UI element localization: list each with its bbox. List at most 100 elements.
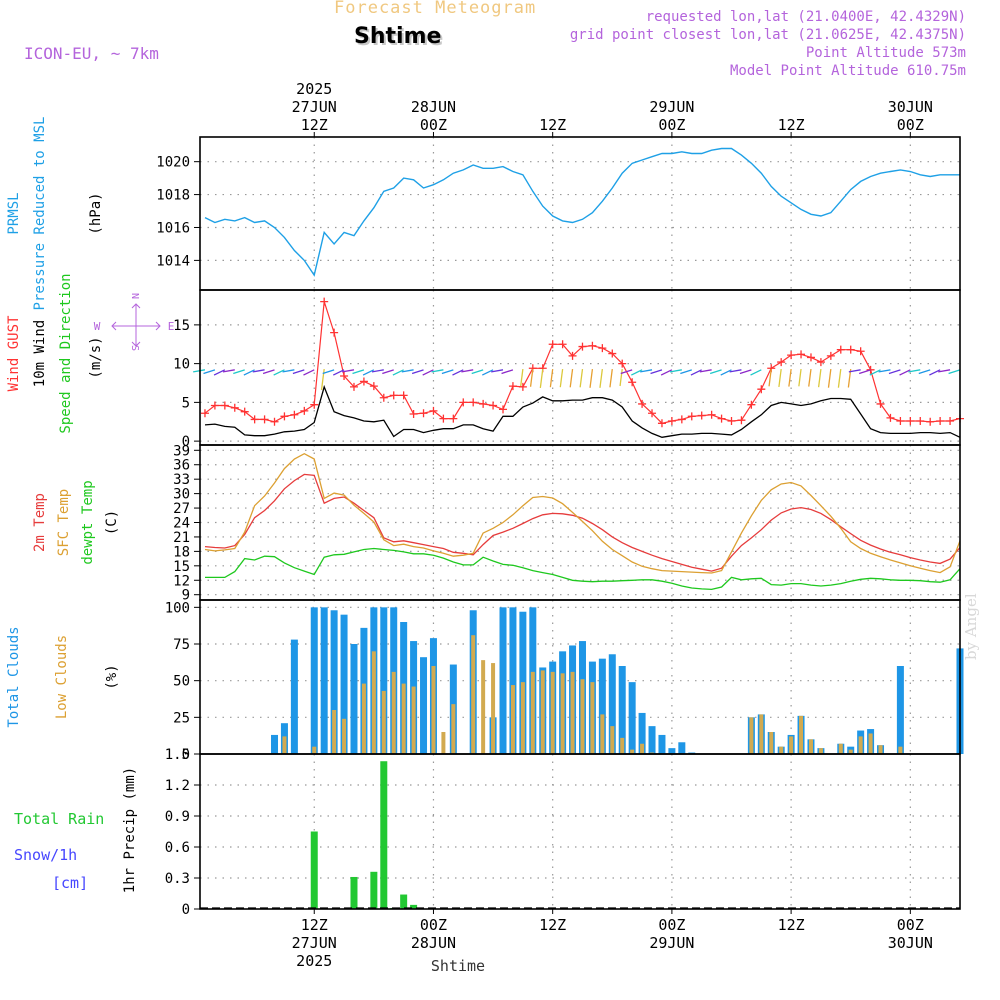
wind-direction-arrow: [559, 368, 564, 388]
wind-direction-arrow: [589, 368, 594, 388]
low-cloud-bar: [471, 635, 476, 754]
gust-marker: [459, 398, 468, 407]
gust-marker: [349, 382, 358, 391]
gust-marker: [697, 411, 706, 420]
unit-label: 1hr Precip (mm): [122, 767, 138, 893]
top-time-label: 27JUN: [292, 98, 337, 116]
wind-direction-arrow: [382, 369, 394, 375]
wind-direction-arrow: [609, 368, 613, 388]
gust-marker: [638, 399, 647, 408]
panel-precip: 0 0.3 0.6 0.9 1.2 1.5 Total Rain Snow/1h [cm] 1hr…: [14, 747, 960, 918]
wind-direction-arrow: [273, 369, 285, 376]
wind-direction-arrow: [441, 369, 454, 375]
sfc-temp-line: [204, 452, 961, 574]
wind-direction-arrow: [631, 369, 643, 376]
bottom-time-label: 00Z: [897, 916, 924, 934]
low-cloud-bar: [769, 732, 774, 754]
y-tick-label: 25: [173, 710, 190, 726]
snow-label: Snow/1h: [14, 846, 77, 864]
gust-marker: [359, 377, 368, 386]
y-tick-label: 1014: [156, 253, 190, 269]
y-tick-label: 12: [173, 573, 190, 589]
low-cloud-bar: [481, 660, 486, 754]
low-cloud-bar: [431, 666, 436, 754]
dewpoint-line: [205, 547, 961, 591]
y-tick-label: 33: [173, 472, 190, 488]
y-tick-label: 21: [173, 530, 190, 546]
gust-marker: [648, 409, 657, 418]
wind-direction-arrow: [371, 369, 384, 373]
wind-direction-arrow: [422, 369, 434, 376]
top-time-label: 00Z: [420, 116, 447, 134]
wind-direction-arrow: [619, 368, 623, 387]
gust-marker: [389, 391, 398, 400]
low-cloud-bar: [749, 717, 754, 754]
wind-direction-arrow: [322, 369, 335, 375]
compass-east: E: [168, 320, 175, 333]
gust-marker: [797, 350, 806, 359]
gust-marker: [628, 378, 637, 387]
gust-marker: [727, 416, 736, 425]
gust-marker: [508, 382, 517, 391]
low-cloud-bar: [600, 714, 605, 754]
model-altitude: Model Point Altitude 610.75m: [729, 63, 966, 79]
wind-speed-line: [204, 384, 961, 438]
total-cloud-bar: [380, 607, 388, 754]
low-cloud-bar: [620, 737, 625, 754]
axis-label: SFC Temp: [56, 489, 72, 556]
wind-direction-arrow: [252, 369, 265, 373]
wind-direction-arrow: [193, 369, 206, 373]
wind-direction-arrow: [640, 369, 653, 373]
gust-marker: [270, 417, 279, 426]
gust-marker: [489, 401, 498, 410]
total-cloud-bar: [320, 607, 328, 754]
rain-bar: [380, 761, 388, 909]
low-cloud-bar: [342, 718, 347, 754]
wind-direction-arrow: [203, 369, 216, 375]
wind-direction-arrow: [709, 369, 722, 375]
gust-marker: [946, 416, 955, 425]
wind-direction-arrow: [599, 368, 603, 388]
wind-direction-arrow: [352, 369, 365, 375]
total-cloud-bar: [608, 654, 616, 754]
wind-direction-arrow: [501, 369, 514, 375]
low-cloud-bar: [332, 710, 337, 754]
gust-marker: [826, 351, 835, 360]
gust-marker: [220, 401, 229, 410]
axis-label: Total Clouds: [6, 626, 22, 727]
gust-marker: [499, 405, 508, 414]
unit-label: (hPa): [88, 192, 104, 234]
rain-bar: [310, 831, 318, 909]
bottom-time-label: 28JUN: [411, 934, 456, 952]
wind-direction-arrow: [620, 369, 633, 375]
unit-label: (%): [104, 664, 120, 689]
y-tick-label: 5: [182, 395, 190, 411]
axis-label: 10m Wind: [32, 320, 48, 387]
low-cloud-bar: [640, 743, 645, 754]
y-tick-label: 30: [173, 487, 190, 503]
wind-direction-arrow: [788, 368, 792, 387]
rain-bar: [400, 894, 408, 909]
wind-direction-arrow: [243, 369, 255, 376]
axis-label: dewpt Temp: [80, 480, 96, 564]
low-cloud-bar: [779, 746, 784, 754]
bottom-time-label: 12Z: [539, 916, 566, 934]
wind-direction-arrow: [539, 368, 544, 389]
gust-marker: [806, 353, 815, 362]
gust-marker: [707, 410, 716, 419]
total-cloud-bar: [668, 748, 676, 754]
y-tick-label: 0.9: [165, 809, 190, 825]
wind-direction-arrow: [342, 369, 355, 373]
axis-label: Speed and Direction: [58, 273, 74, 433]
low-cloud-bar: [818, 748, 823, 754]
total-cloud-bar: [509, 607, 517, 754]
wind-direction-arrow: [569, 368, 574, 388]
gust-marker: [816, 358, 825, 367]
low-cloud-bar: [550, 671, 555, 754]
compass-arrows: [111, 303, 161, 347]
y-tick-label: 1.5: [165, 747, 190, 763]
y-tick-label: 10: [173, 357, 190, 373]
bottom-time-label: 2025: [296, 952, 332, 970]
wind-direction-arrow: [491, 369, 504, 373]
point-altitude: Point Altitude 573m: [805, 45, 966, 61]
